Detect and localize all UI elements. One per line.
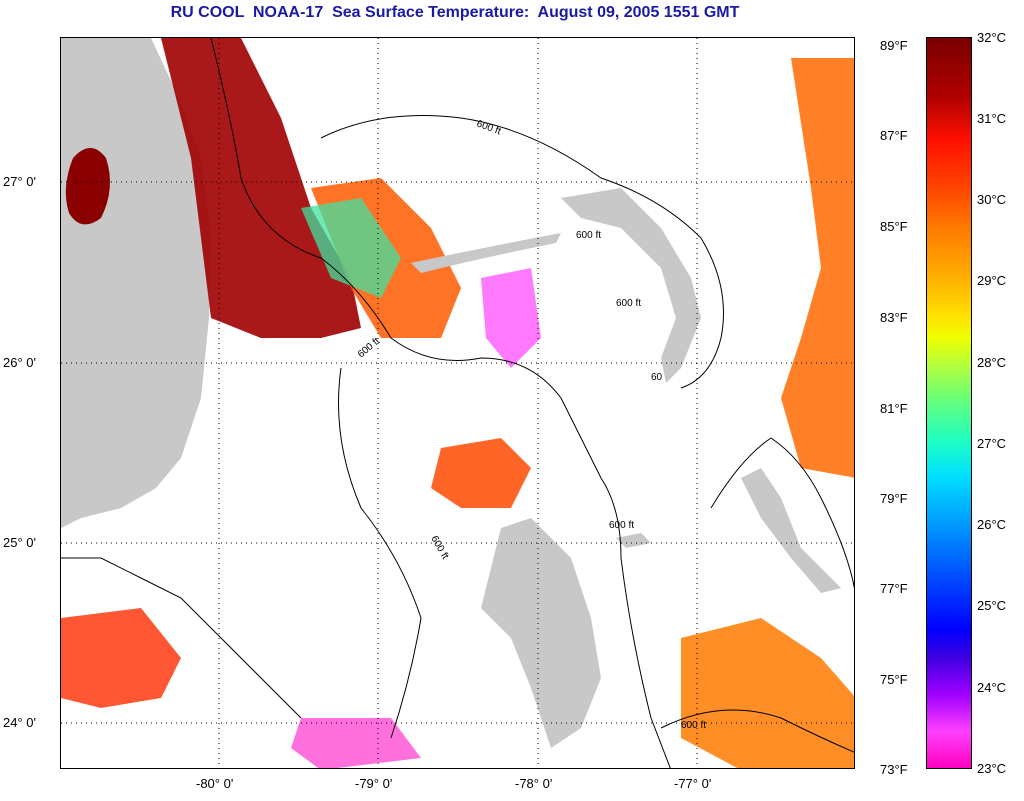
latitude-label-27: 27° 0' [3, 174, 36, 189]
colorbar-c-label: 26°C [977, 517, 1007, 532]
eleuthera-island [741, 468, 841, 593]
colorbar-c-label: 28°C [977, 355, 1007, 370]
longitude-label-79: -79° 0' [355, 776, 393, 791]
contour-label: 600 ft [609, 520, 634, 531]
contour-label: 600 ft [616, 298, 641, 309]
latitude-label-25: 25° 0' [3, 535, 36, 550]
colorbar-c-label: 31°C [977, 111, 1007, 126]
southwest-warm-patch [61, 608, 181, 708]
gulf-stream [161, 38, 361, 338]
abaco-island [561, 188, 701, 383]
colorbar-c-label: 23°C [977, 761, 1007, 776]
lake-okeechobee [65, 148, 110, 225]
colorbar-f-label: 75°F [880, 672, 908, 687]
contour-label: 600 ft [681, 720, 706, 731]
colorbar-f-label: 87°F [880, 128, 908, 143]
southeast-warm-patch [681, 618, 854, 768]
colorbar-c-label: 32°C [977, 30, 1007, 45]
cool-patch-south [291, 718, 421, 768]
grand-bahama [411, 233, 561, 273]
temperature-colorbar [926, 37, 972, 769]
colorbar-f-label: 83°F [880, 310, 908, 325]
depth-contour-west [338, 367, 422, 739]
longitude-label-78: -78° 0' [515, 776, 553, 791]
map-title: RU COOL NOAA-17 Sea Surface Temperature:… [170, 4, 740, 21]
andros-island [481, 518, 601, 748]
depth-contour-east [710, 437, 854, 589]
contour-label: 600 ft [475, 118, 502, 137]
depth-contour-southeast [660, 709, 854, 753]
colorbar-c-label: 27°C [977, 436, 1007, 451]
florida-keys [61, 557, 302, 719]
colorbar-f-label: 89°F [880, 38, 908, 53]
depth-contour-north [320, 115, 724, 389]
colorbar-c-label: 29°C [977, 273, 1007, 288]
latitude-label-24: 24° 0' [3, 715, 36, 730]
contour-label: 600 ft [576, 230, 601, 241]
colorbar-f-label: 81°F [880, 401, 908, 416]
cool-patch-north [481, 268, 541, 368]
colorbar-f-label: 77°F [880, 581, 908, 596]
longitude-label-77: -77° 0' [674, 776, 712, 791]
colorbar-f-label: 79°F [880, 491, 908, 506]
contour-label: 600 ft [356, 336, 382, 361]
depth-contour [210, 38, 671, 768]
grid-lines [61, 38, 854, 768]
gulf-stream-cool-patch [301, 198, 401, 298]
contour-label: 60 [651, 372, 663, 383]
longitude-label-80: -80° 0' [196, 776, 234, 791]
colorbar-c-label: 24°C [977, 680, 1007, 695]
latitude-label-26: 26° 0' [3, 355, 36, 370]
east-warm-patch [781, 58, 854, 478]
colorbar-c-label: 30°C [977, 192, 1007, 207]
sst-map-canvas: 600 ft 600 ft 600 ft 600 ft 600 ft 600 f… [61, 38, 854, 768]
sst-map: 600 ft 600 ft 600 ft 600 ft 600 ft 600 f… [60, 37, 855, 769]
colorbar-c-label: 25°C [977, 598, 1007, 613]
contour-label: 600 ft [428, 534, 450, 561]
new-providence [616, 533, 651, 548]
colorbar-f-label: 85°F [880, 219, 908, 234]
central-warm-patch [431, 438, 531, 508]
colorbar-f-label: 73°F [880, 762, 908, 777]
